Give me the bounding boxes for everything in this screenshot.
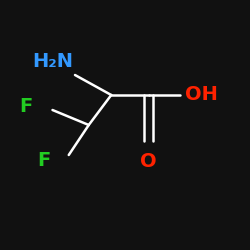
Text: OH: OH: [185, 86, 218, 104]
Text: F: F: [20, 97, 33, 116]
Text: F: F: [37, 150, 51, 170]
Text: O: O: [140, 152, 157, 171]
Text: H₂N: H₂N: [32, 52, 73, 71]
